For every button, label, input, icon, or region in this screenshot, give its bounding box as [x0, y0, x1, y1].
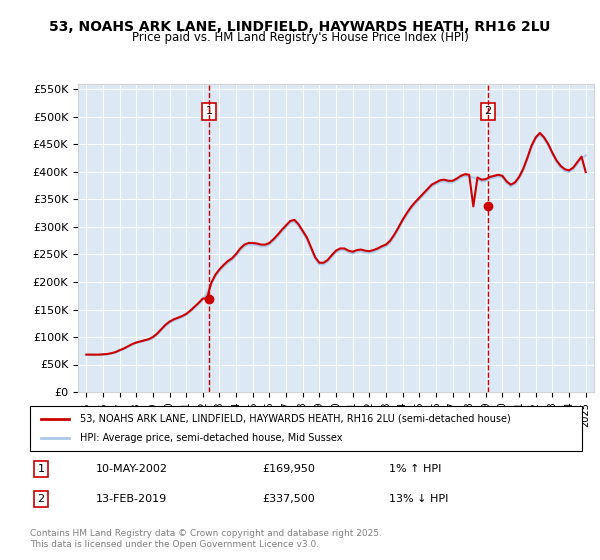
Text: 2: 2 — [484, 106, 491, 116]
Text: 2: 2 — [37, 494, 44, 504]
Text: 13-FEB-2019: 13-FEB-2019 — [96, 494, 167, 504]
Text: £169,950: £169,950 — [262, 464, 315, 474]
Text: 1: 1 — [38, 464, 44, 474]
Text: Contains HM Land Registry data © Crown copyright and database right 2025.
This d: Contains HM Land Registry data © Crown c… — [30, 529, 382, 549]
Text: 53, NOAHS ARK LANE, LINDFIELD, HAYWARDS HEATH, RH16 2LU: 53, NOAHS ARK LANE, LINDFIELD, HAYWARDS … — [49, 20, 551, 34]
Text: HPI: Average price, semi-detached house, Mid Sussex: HPI: Average price, semi-detached house,… — [80, 433, 342, 444]
Text: 1: 1 — [205, 106, 212, 116]
Text: 10-MAY-2002: 10-MAY-2002 — [96, 464, 168, 474]
Text: 53, NOAHS ARK LANE, LINDFIELD, HAYWARDS HEATH, RH16 2LU (semi-detached house): 53, NOAHS ARK LANE, LINDFIELD, HAYWARDS … — [80, 413, 511, 423]
Text: Price paid vs. HM Land Registry's House Price Index (HPI): Price paid vs. HM Land Registry's House … — [131, 31, 469, 44]
Text: 1% ↑ HPI: 1% ↑ HPI — [389, 464, 441, 474]
Text: £337,500: £337,500 — [262, 494, 314, 504]
Text: 13% ↓ HPI: 13% ↓ HPI — [389, 494, 448, 504]
FancyBboxPatch shape — [30, 406, 582, 451]
